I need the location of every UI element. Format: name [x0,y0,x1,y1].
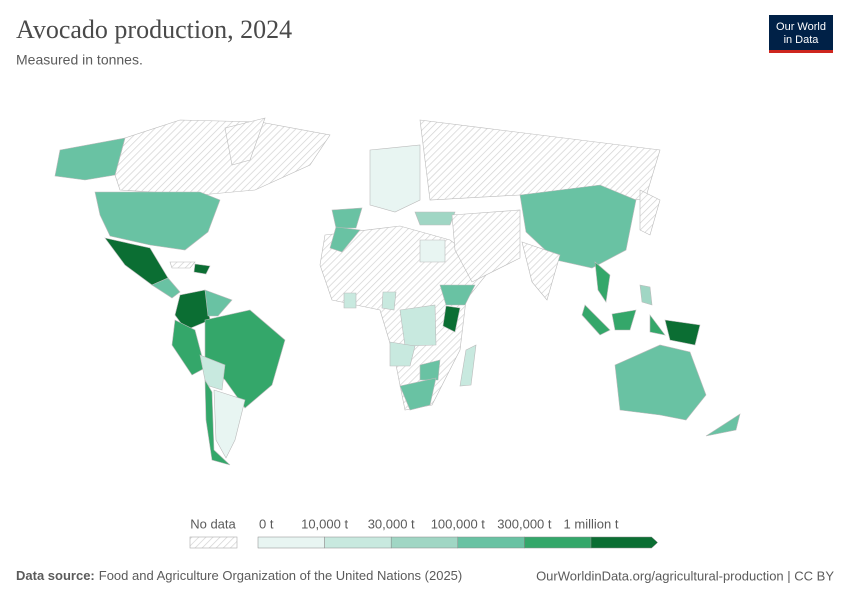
source-text: Food and Agriculture Organization of the… [99,568,463,583]
title: Avocado production, 2024 [16,15,292,44]
legend-label: 300,000 t [497,516,552,531]
no-data-label: No data [190,516,236,531]
legend-swatch [257,536,325,549]
legend-label: 100,000 t [431,516,486,531]
country[interactable] [204,289,233,317]
legend-label: 10,000 t [301,516,348,531]
country[interactable] [199,354,226,391]
world-map [54,117,741,466]
country[interactable] [329,226,361,253]
country[interactable] [614,344,707,421]
country-no-data[interactable] [639,189,661,236]
country[interactable] [399,377,437,411]
logo-box [769,15,833,50]
country-no-data[interactable] [224,117,266,166]
country[interactable] [193,263,211,275]
legend-swatch [590,536,658,549]
subtitle: Measured in tonnes. [16,52,143,68]
legend-label: 0 t [259,516,274,531]
country[interactable] [419,239,446,263]
country[interactable] [442,305,461,333]
country[interactable] [611,309,637,331]
country[interactable] [399,304,437,347]
country[interactable] [151,277,181,299]
country[interactable] [54,137,126,181]
country[interactable] [581,304,611,336]
no-data-swatch [189,536,238,549]
country[interactable] [204,379,231,466]
country-no-data[interactable] [114,119,331,196]
country[interactable] [439,284,476,306]
country-no-data[interactable] [451,209,521,283]
legend-swatch [390,536,459,549]
country[interactable] [331,207,363,229]
country[interactable] [519,184,637,269]
country[interactable] [389,341,416,367]
source: Data source: Food and Agriculture Organiz… [16,568,462,583]
logo-text: Our World [776,21,826,33]
country[interactable] [94,191,221,251]
country-no-data[interactable] [419,119,661,201]
footer-link[interactable]: OurWorldinData.org/agricultural-producti… [536,568,834,583]
legend: No data 0 t 10,000 t 30,000 t 100,000 t 300,… [189,516,658,549]
country[interactable] [381,291,397,311]
country[interactable] [414,211,456,226]
country-no-data[interactable] [521,241,561,301]
country[interactable] [705,413,741,437]
logo[interactable]: Our World in Data [769,15,833,53]
country[interactable] [639,284,653,306]
country[interactable] [419,359,441,381]
country[interactable] [213,389,246,459]
country[interactable] [369,144,421,213]
country[interactable] [459,344,477,387]
legend-swatch [457,536,525,549]
country[interactable] [174,289,211,331]
country[interactable] [649,314,666,336]
country[interactable] [171,319,206,376]
source-label: Data source: [16,568,95,583]
logo-underline [769,50,833,53]
country[interactable] [343,292,357,309]
legend-label: 1 million t [564,516,619,531]
logo-text: in Data [784,34,820,46]
country[interactable] [664,319,701,346]
country-no-data[interactable] [169,261,196,269]
legend-swatch [524,536,592,549]
country[interactable] [594,261,611,303]
legend-label: 30,000 t [368,516,415,531]
legend-swatch [324,536,392,549]
